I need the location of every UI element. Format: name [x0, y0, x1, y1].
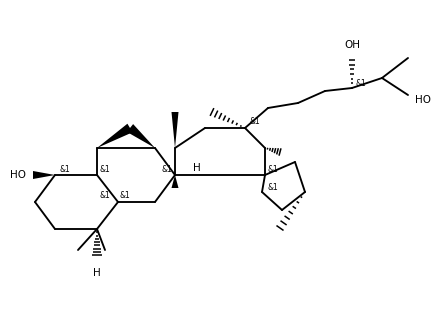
Polygon shape: [97, 124, 132, 148]
Text: &1: &1: [162, 166, 173, 175]
Text: &1: &1: [100, 165, 111, 173]
Text: H: H: [93, 268, 101, 278]
Polygon shape: [127, 124, 155, 148]
Text: &1: &1: [250, 117, 261, 126]
Text: &1: &1: [60, 165, 71, 173]
Polygon shape: [33, 171, 55, 179]
Text: &1: &1: [356, 79, 367, 88]
Text: H: H: [193, 163, 201, 173]
Text: &1: &1: [100, 192, 111, 201]
Polygon shape: [171, 112, 178, 148]
Text: HO: HO: [415, 95, 431, 105]
Text: &1: &1: [268, 165, 279, 173]
Text: OH: OH: [344, 40, 360, 50]
Text: &1: &1: [120, 192, 131, 201]
Text: &1: &1: [268, 183, 279, 192]
Polygon shape: [171, 175, 178, 188]
Text: HO: HO: [10, 170, 26, 180]
